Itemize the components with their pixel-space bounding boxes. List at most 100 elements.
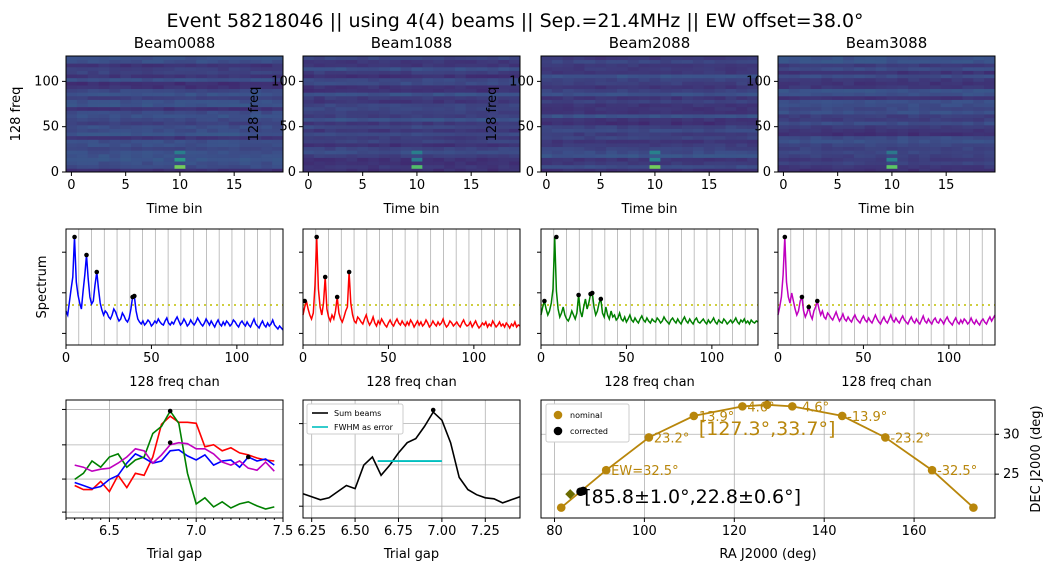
heatmap-cell	[185, 135, 197, 140]
heatmap-cell	[87, 164, 99, 169]
heatmap-cell	[962, 128, 974, 133]
heatmap-cell	[703, 85, 715, 90]
heatmap-cell	[940, 150, 952, 155]
heatmap-cell	[163, 114, 175, 119]
heatmap-cell	[217, 74, 230, 79]
heatmap-cell	[541, 106, 553, 111]
x-axis-label: Time bin	[857, 202, 914, 217]
heatmap-cell	[141, 164, 154, 169]
heatmap-cell	[487, 81, 499, 86]
heatmap-cell	[671, 85, 683, 90]
heatmap-cell	[152, 121, 165, 126]
heatmap-cell	[886, 63, 898, 68]
heatmap-cell	[378, 153, 391, 158]
heatmap-cell	[313, 56, 326, 61]
heatmap-cell	[864, 128, 877, 133]
heatmap-cell	[250, 117, 262, 122]
heatmap-cell	[346, 132, 358, 137]
heatmap-cell	[606, 114, 618, 119]
heatmap-cell	[951, 128, 963, 133]
heatmap-cell	[465, 117, 477, 122]
heatmap-cell	[411, 88, 423, 93]
heatmap-cell	[465, 153, 477, 158]
heatmap-cell	[703, 110, 715, 115]
heatmap-cell	[487, 59, 499, 64]
heatmap-cell	[357, 114, 369, 119]
heatmap-cell	[616, 74, 629, 79]
heatmap-cell	[703, 161, 715, 166]
heatmap-cell	[778, 106, 790, 111]
heatmap-cell	[606, 124, 618, 129]
heatmap-cell	[389, 139, 402, 144]
heatmap-cell	[703, 132, 715, 137]
heatmap-cell	[120, 146, 132, 151]
heatmap-cell	[509, 139, 521, 144]
heatmap-cell	[163, 66, 175, 71]
heatmap-cell	[400, 103, 412, 108]
heatmap-cell	[368, 128, 380, 133]
heatmap-cell	[509, 132, 521, 137]
spectrum-frame	[65, 228, 284, 346]
heatmap-cell	[87, 139, 99, 144]
heatmap-cell	[541, 56, 553, 61]
heatmap-cell	[606, 74, 618, 79]
heatmap-cell	[638, 99, 650, 104]
heatmap-cell	[444, 143, 456, 148]
heatmap-cell	[962, 132, 974, 137]
heatmap-cell	[897, 70, 909, 75]
heatmap-cell	[357, 161, 369, 166]
heatmap-cell	[207, 132, 219, 137]
heatmap-cell	[444, 168, 456, 173]
heatmap-cell	[250, 103, 262, 108]
heatmap-cell	[465, 150, 477, 155]
heatmap-cell	[163, 81, 175, 86]
spectrum-line	[777, 236, 996, 327]
heatmap-cell	[973, 99, 985, 104]
heatmap-cell	[131, 150, 143, 155]
heatmap-cell	[76, 117, 89, 122]
heatmap-cell	[207, 59, 219, 64]
heatmap-cell	[736, 95, 748, 100]
heatmap-cell	[196, 99, 208, 104]
heatmap-cell	[98, 110, 110, 115]
heatmap-cell	[551, 121, 564, 126]
heatmap-cell	[174, 103, 186, 108]
heatmap-cell	[217, 63, 230, 68]
heatmap-cell	[109, 168, 121, 173]
heatmap-cell	[131, 135, 143, 140]
heatmap-cell	[378, 114, 391, 119]
heatmap-cell	[660, 164, 672, 169]
heatmap-cell	[660, 66, 672, 71]
heatmap-cell	[627, 92, 640, 97]
heatmap-cell	[120, 143, 132, 148]
heatmap-cell	[736, 70, 748, 75]
heatmap-cell	[853, 70, 866, 75]
heatmap-cell	[465, 66, 477, 71]
heatmap-cell	[66, 74, 78, 79]
heatmap-cell	[476, 135, 488, 140]
heatmap-cell	[303, 63, 315, 68]
heatmap-cell	[714, 143, 726, 148]
heatmap-cell	[875, 99, 887, 104]
heatmap-cell	[671, 81, 683, 86]
heatmap-cell	[897, 128, 909, 133]
heatmap-cell	[703, 143, 715, 148]
heatmap-cell	[875, 146, 887, 151]
heatmap-cell	[76, 92, 89, 97]
heatmap-cell	[120, 139, 132, 144]
heatmap-cell	[324, 168, 336, 173]
heatmap-cell	[616, 143, 629, 148]
heatmap-cell	[141, 132, 154, 137]
heatmap-cell	[627, 59, 640, 64]
heatmap-cell	[141, 88, 154, 93]
heatmap-cell	[66, 168, 78, 173]
heatmap-cell	[541, 161, 553, 166]
heatmap-cell	[682, 117, 694, 122]
peak-marker	[314, 234, 319, 240]
heatmap-cell	[832, 99, 844, 104]
heatmap-cell	[272, 56, 284, 61]
heatmap-cell	[973, 95, 985, 100]
heatmap-cell	[433, 92, 445, 97]
heatmap-cell	[76, 77, 89, 82]
heatmap-cell	[454, 132, 467, 137]
